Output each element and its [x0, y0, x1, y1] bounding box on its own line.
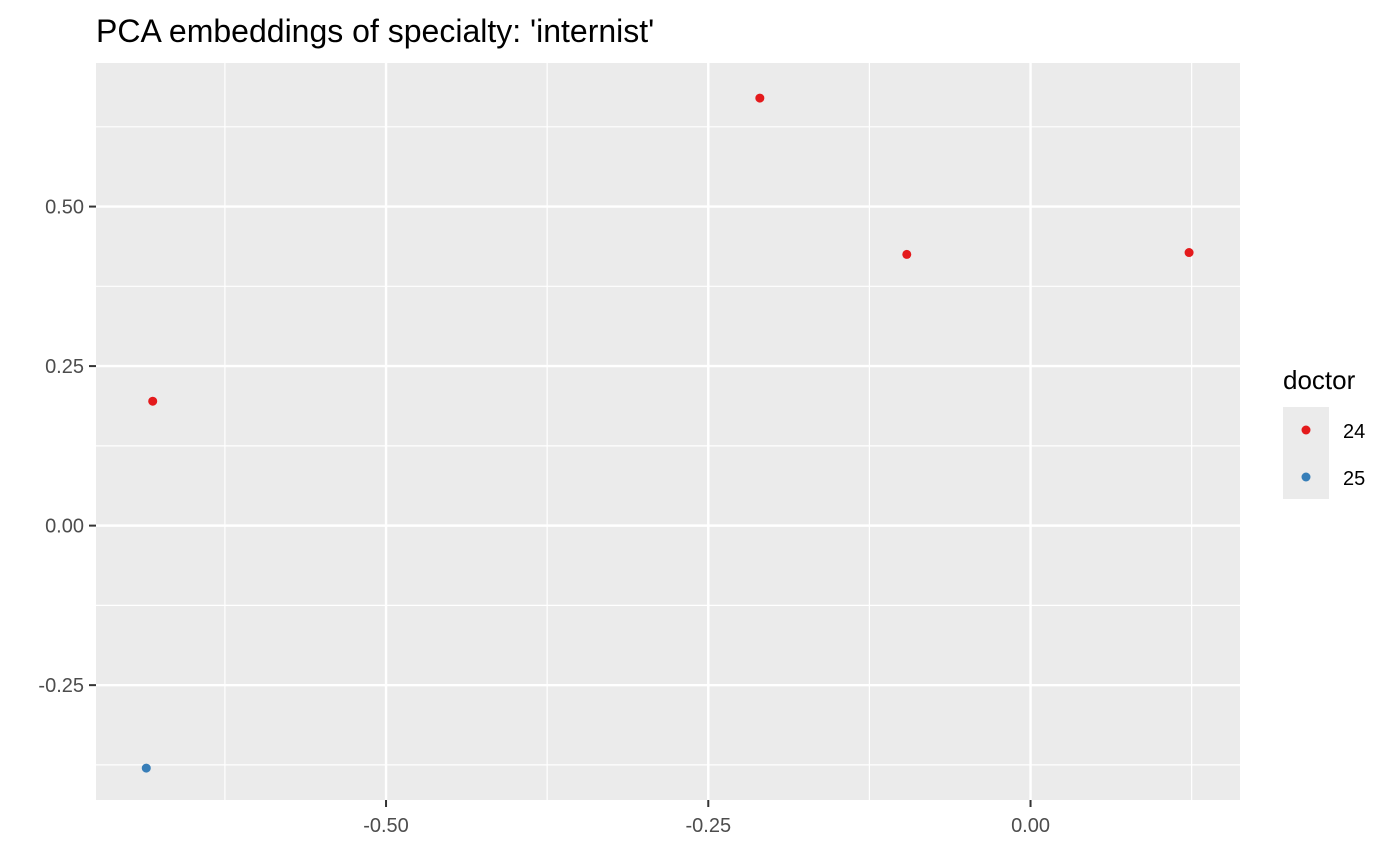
- legend-label-24: 24: [1343, 421, 1365, 443]
- y-tick-label: -0.25: [38, 675, 84, 697]
- y-axis: -0.25 0.00 0.25 0.50: [38, 197, 96, 697]
- chart-title: PCA embeddings of specialty: 'internist': [96, 13, 654, 49]
- x-tick-label: 0.00: [1011, 815, 1050, 837]
- x-tick-label: -0.50: [363, 815, 409, 837]
- minor-gridlines: [96, 63, 1240, 800]
- plot-panel: [96, 63, 1240, 800]
- data-point-doctor-24: [755, 93, 765, 103]
- major-gridlines: [96, 63, 1240, 800]
- legend: doctor 24 25: [1283, 365, 1365, 499]
- legend-key-background: [1283, 407, 1329, 499]
- x-axis: -0.50 -0.25 0.00: [363, 800, 1050, 837]
- y-tick-label: 0.50: [45, 197, 84, 219]
- legend-title: doctor: [1283, 365, 1356, 395]
- legend-items: 24 25: [1301, 421, 1365, 490]
- y-tick-label: 0.00: [45, 516, 84, 538]
- legend-label-25: 25: [1343, 468, 1365, 490]
- y-tick-label: 0.25: [45, 356, 84, 378]
- legend-key-24: [1301, 425, 1311, 435]
- x-tick-label: -0.25: [685, 815, 731, 837]
- data-points: [141, 93, 1194, 773]
- data-point-doctor-24: [148, 396, 158, 406]
- data-point-doctor-24: [902, 249, 912, 259]
- data-point-doctor-24: [1184, 248, 1194, 258]
- data-point-doctor-25: [141, 763, 151, 773]
- legend-key-25: [1301, 472, 1311, 482]
